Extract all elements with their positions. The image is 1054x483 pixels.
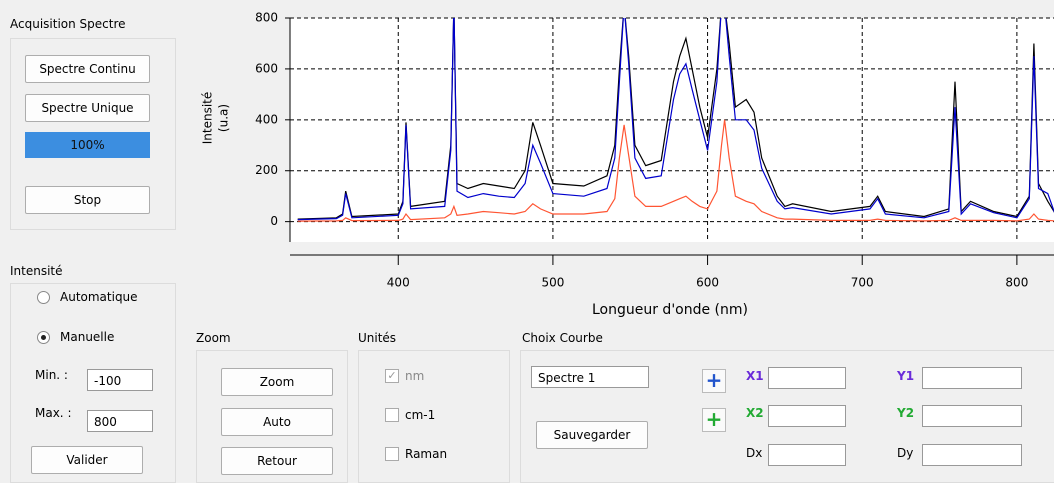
spinbox[interactable]: 800 [87,410,153,432]
x-axis-label: Longueur d'onde (nm) [592,302,748,318]
field-label: Y1 [897,369,915,383]
text-field[interactable] [768,444,846,466]
y-axis-label: (u.a) [217,104,231,132]
spinbox[interactable]: -100 [87,369,153,391]
button[interactable]: Stop [25,186,150,214]
field-label: X1 [746,369,764,383]
x-tick-label: 400 [387,276,410,290]
add-button[interactable]: + [702,408,726,432]
checkbox-label[interactable]: Raman [405,447,448,461]
y-tick-label: 800 [255,11,278,25]
group-title: Choix Courbe [522,331,603,345]
x-tick-label: 700 [851,276,874,290]
group-title: Unités [358,331,397,345]
spectrum-line [297,119,1054,222]
x-tick-label: 800 [1005,276,1028,290]
group-title: Intensité [10,264,63,278]
text-field[interactable] [768,405,846,427]
checkbox[interactable]: ✓ [385,369,399,383]
y-axis-label: Intensité [201,92,215,145]
field-label: Min. : [35,368,68,382]
y-tick-label: 600 [255,61,278,75]
radio-label[interactable]: Automatique [60,290,138,304]
select[interactable]: Spectre 1 [531,366,649,388]
text-field[interactable] [922,405,1022,427]
y-tick-label: 0 [270,214,278,228]
y-tick-label: 200 [255,163,278,177]
spectrum-line [297,18,1054,221]
button[interactable]: Valider [31,446,143,474]
chart: Intensité (u.a) Longueur d'onde (nm) 0 20… [201,11,1054,318]
checkbox[interactable] [385,408,399,422]
field-label: Dx [746,446,763,460]
text-field[interactable] [922,367,1022,389]
x-tick-label: 600 [696,276,719,290]
field-label: Y2 [897,406,915,420]
button[interactable]: Zoom [221,368,333,396]
plot-area [290,18,1054,242]
checkbox-label[interactable]: nm [405,369,425,383]
field-label: X2 [746,406,764,420]
unites-panel [358,350,510,483]
button[interactable]: Spectre Unique [25,94,150,122]
checkbox-label[interactable]: cm-1 [405,408,436,422]
y-tick-label: 400 [255,112,278,126]
text-field[interactable] [768,367,846,389]
button[interactable]: Auto [221,408,333,436]
button[interactable]: Sauvegarder [536,421,648,449]
checkbox[interactable] [385,447,399,461]
radio[interactable] [37,291,50,304]
radio-label[interactable]: Manuelle [60,330,115,344]
radio[interactable] [37,331,50,344]
field-label: Max. : [35,406,72,420]
progress-bar: 100% [25,132,150,158]
button[interactable]: Retour [221,447,333,475]
button[interactable]: Spectre Continu [25,55,150,83]
group-title: Zoom [196,331,231,345]
text-field[interactable] [922,444,1022,466]
group-title: Acquisition Spectre [10,17,126,31]
x-tick-label: 500 [541,276,564,290]
field-label: Dy [897,446,914,460]
add-button[interactable]: + [702,369,726,393]
